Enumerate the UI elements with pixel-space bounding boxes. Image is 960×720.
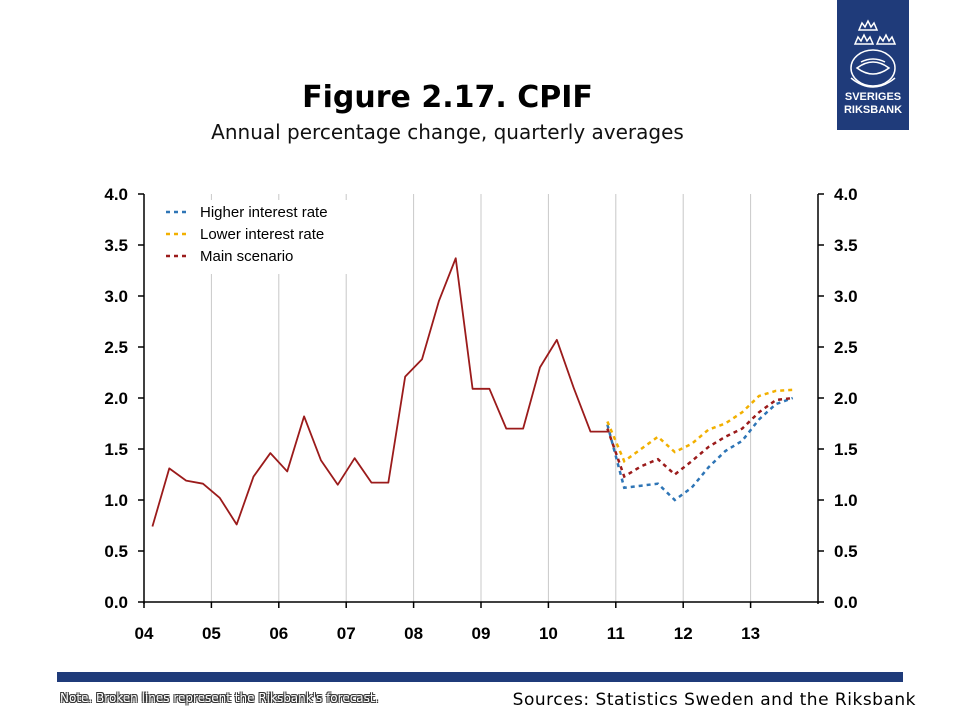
y-tick-label-right: 1.0 [834, 491, 858, 510]
legend-background [152, 200, 380, 274]
y-tick-label-right: 1.5 [834, 440, 858, 459]
x-tick-label: 07 [337, 624, 356, 643]
logo-background [837, 0, 909, 130]
chart-title: Figure 2.17. CPIF [302, 80, 593, 115]
y-tick-label-right: 4.0 [834, 185, 858, 204]
logo-emblem [850, 19, 897, 88]
history-line [151, 257, 608, 527]
x-tick-label: 11 [607, 624, 625, 643]
x-tick-label: 06 [269, 624, 288, 643]
series-layer [151, 257, 794, 527]
axes-layer: 0.0 0.0 0.5 0.5 1.0 1.0 1.5 1.5 2.0 2.0 2.5 2.5 3.0 3… [104, 185, 857, 643]
y-tick-label-left: 2.5 [104, 338, 128, 357]
riksbank-logo: SVERIGES RIKSBANK [837, 0, 909, 130]
y-tick-label-left: 2.0 [104, 389, 128, 408]
y-tick-label-right: 0.0 [834, 593, 858, 612]
y-tick-label-left: 3.5 [104, 236, 128, 255]
legend-label: Main scenario [200, 248, 293, 265]
y-tick-label-left: 0.0 [104, 593, 128, 612]
y-tick-label-right: 3.0 [834, 287, 858, 306]
x-tick-label: 10 [539, 624, 558, 643]
footer-note: Note. Broken lines represent the Riksban… [60, 691, 379, 705]
x-tick-label: 12 [674, 624, 693, 643]
x-tick-label: 04 [135, 624, 154, 643]
y-tick-label-left: 0.5 [104, 542, 128, 561]
forecast-line-higher-interest-rate [606, 396, 794, 502]
legend: Higher interest rate Lower interest rate M… [152, 200, 380, 274]
footer-bar [57, 672, 903, 682]
forecast-line-main-scenario [606, 396, 793, 479]
x-tick-label: 13 [741, 624, 760, 643]
y-tick-label-left: 3.0 [104, 287, 128, 306]
x-tick-label: 09 [472, 624, 491, 643]
chart-subtitle: Annual percentage change, quarterly aver… [211, 120, 684, 144]
x-tick-label: 05 [202, 624, 221, 643]
footer-sources: Sources: Statistics Sweden and the Riksb… [512, 690, 916, 710]
logo-text-line2: RIKSBANK [844, 104, 902, 116]
y-tick-label-right: 2.5 [834, 338, 858, 357]
legend-label: Higher interest rate [200, 204, 328, 221]
y-tick-label-left: 1.5 [104, 440, 128, 459]
logo-text-line1: SVERIGES [845, 91, 901, 103]
line-chart: 0.0 0.0 0.5 0.5 1.0 1.0 1.5 1.5 2.0 2.0 2.5 2.5 3.0 3… [104, 185, 857, 643]
y-tick-label-left: 4.0 [104, 185, 128, 204]
legend-label: Lower interest rate [200, 226, 324, 243]
y-tick-label-right: 0.5 [834, 542, 858, 561]
y-tick-label-right: 2.0 [834, 389, 858, 408]
forecast-line-lower-interest-rate [606, 388, 793, 464]
y-tick-label-right: 3.5 [834, 236, 858, 255]
x-tick-label: 08 [404, 624, 423, 643]
y-tick-label-left: 1.0 [104, 491, 128, 510]
